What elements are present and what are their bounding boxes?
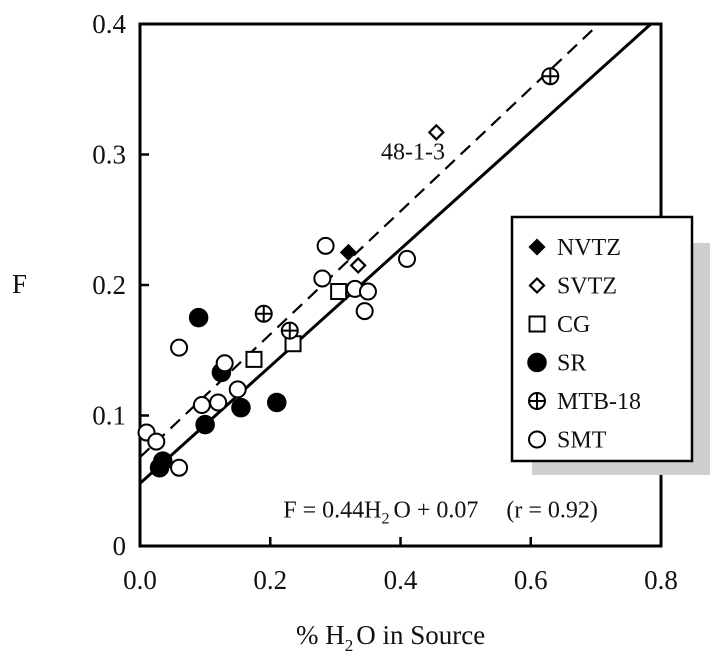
data-point-cg xyxy=(245,350,263,368)
legend-label-nvtz: NVTZ xyxy=(557,235,621,261)
regression-line-solid xyxy=(140,24,654,485)
legend-box xyxy=(510,215,694,463)
data-point-smt xyxy=(147,432,166,451)
data-point-smt xyxy=(228,380,247,399)
legend-marker-mtb-18 xyxy=(528,392,546,410)
data-point-sr xyxy=(153,451,173,471)
data-point-mtb-18 xyxy=(254,304,273,323)
legend-label-mtb-18: MTB-18 xyxy=(557,389,641,415)
data-point-sr xyxy=(195,414,215,435)
data-point-mtb-18 xyxy=(541,67,560,86)
y-tick-label: 0.3 xyxy=(92,140,126,170)
legend-label-smt: SMT xyxy=(557,428,607,454)
legend-marker-smt xyxy=(528,430,546,449)
data-point-nvtz xyxy=(339,243,357,261)
regression-line-dashed xyxy=(140,24,601,459)
legend-label-cg: CG xyxy=(557,312,590,338)
data-point-smt xyxy=(209,393,228,412)
legend-marker-sr xyxy=(527,352,547,373)
y-tick-label: 0 xyxy=(113,531,127,561)
x-axis-title-subscript: 2 xyxy=(345,636,354,655)
data-point-smt xyxy=(316,236,335,255)
legend-marker-svtz xyxy=(528,276,546,295)
x-axis-title-rest: O in Source xyxy=(356,620,485,650)
x-axis-title-main: % H xyxy=(296,620,345,650)
x-tick-label: 0.0 xyxy=(123,565,157,595)
data-point-mtb-18 xyxy=(280,321,299,340)
regression-equation: F = 0.44H2 O + 0.07 (r = 0.92) xyxy=(283,497,598,527)
data-point-smt xyxy=(215,354,234,373)
point-annotation: 48-1-3 xyxy=(381,140,445,166)
x-tick-label: 0.8 xyxy=(644,565,678,595)
y-tick-label: 0.4 xyxy=(92,9,126,39)
fit-lines xyxy=(140,24,654,485)
equation-rest: O + 0.07 xyxy=(393,497,478,523)
data-point-cg xyxy=(330,283,348,301)
data-point-smt xyxy=(398,249,417,268)
equation-r-value: (r = 0.92) xyxy=(506,497,598,523)
legend-marker-nvtz xyxy=(528,238,546,256)
data-point-smt xyxy=(170,458,189,477)
data-point-smt xyxy=(358,282,377,301)
data-point-smt xyxy=(170,338,189,357)
data-point-smt xyxy=(313,269,332,288)
x-tick-label: 0.6 xyxy=(514,565,548,595)
legend-items: NVTZ SVTZ CG SR MTB-18 SMT xyxy=(527,235,641,454)
legend-label-sr: SR xyxy=(557,351,586,377)
equation-subscript: 2 xyxy=(381,510,389,527)
y-axis: 0 0.1 0.2 0.3 0.4 xyxy=(92,9,149,561)
x-axis: 0.0 0.2 0.4 0.6 0.8 xyxy=(123,537,678,595)
data-point-smt xyxy=(192,396,211,415)
y-tick-label: 0.1 xyxy=(92,401,126,431)
data-point-svtz xyxy=(427,123,445,141)
legend-marker-cg xyxy=(528,315,546,333)
equation-main: F = 0.44H xyxy=(283,497,381,523)
data-point-sr xyxy=(231,397,251,418)
data-points xyxy=(137,67,560,478)
x-axis-title: % H2 O in Source xyxy=(296,620,485,655)
x-tick-label: 0.4 xyxy=(384,565,418,595)
legend-label-svtz: SVTZ xyxy=(557,274,617,300)
x-tick-label: 0.2 xyxy=(253,565,287,595)
data-point-sr xyxy=(188,307,209,328)
y-axis-title: F xyxy=(12,269,27,299)
data-point-sr xyxy=(267,392,287,413)
y-tick-label: 0.2 xyxy=(92,270,126,300)
data-point-svtz xyxy=(349,256,367,274)
data-point-smt xyxy=(355,302,374,321)
